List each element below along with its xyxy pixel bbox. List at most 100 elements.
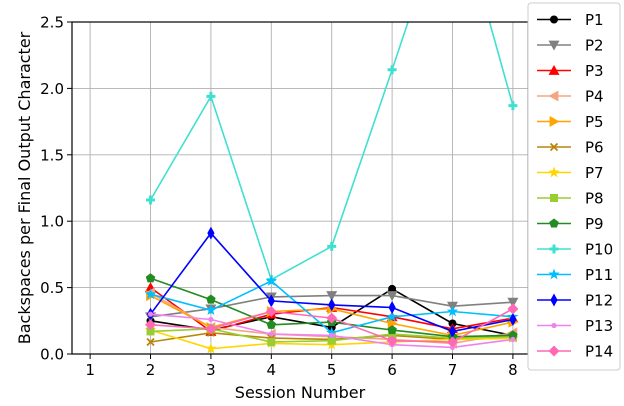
legend-entry-p2: P2 <box>537 37 604 55</box>
x-tick-label: 8 <box>508 361 518 379</box>
data-point-p13 <box>147 311 154 317</box>
legend-entry-p11: P11 <box>537 266 613 284</box>
y-tick-label: 1.0 <box>40 213 64 231</box>
legend-marker-p8 <box>550 194 558 202</box>
legend-entry-p12: P12 <box>537 292 613 310</box>
data-point-p9 <box>387 325 397 335</box>
plot-frame <box>71 21 529 355</box>
legend-entry-p5: P5 <box>537 113 604 131</box>
axis-ticks: 1 2 3 4 5 6 7 8 0.0 0.5 1.0 1.5 2.0 2.5 <box>40 14 518 380</box>
x-tick-label: 5 <box>327 361 337 379</box>
data-point-p10 <box>508 101 518 111</box>
legend-label-p4: P4 <box>585 88 604 106</box>
data-point-p12 <box>448 324 457 338</box>
y-tick-label: 2.5 <box>40 14 64 32</box>
data-point-p2 <box>507 297 519 308</box>
legend-label-p14: P14 <box>585 343 613 361</box>
grid <box>72 21 528 355</box>
legend-marker-p12 <box>550 293 558 307</box>
data-point-p9 <box>266 319 277 329</box>
data-point-p14 <box>145 319 157 331</box>
legend-label-p3: P3 <box>585 62 604 80</box>
data-point-p12 <box>509 312 517 326</box>
legend-entry-p1: P1 <box>537 11 604 29</box>
x-axis-label: Session Number <box>235 383 366 402</box>
data-point-p9 <box>145 273 156 283</box>
legend-marker-p14 <box>548 345 560 357</box>
data-point-p9 <box>508 330 518 340</box>
legend-marker-p2 <box>548 40 560 51</box>
data-point-p12 <box>207 226 215 240</box>
legend-label-p12: P12 <box>585 292 613 310</box>
data-point-p8 <box>146 327 155 336</box>
legend-label-p7: P7 <box>585 164 604 182</box>
data-point-p10 <box>327 241 337 251</box>
data-point-p2 <box>326 291 338 302</box>
legend-marker-p6 <box>549 142 559 152</box>
data-point-p10 <box>206 91 216 101</box>
x-tick-label: 2 <box>146 361 156 379</box>
data-point-p1 <box>388 284 397 293</box>
data-point-p13 <box>268 331 274 337</box>
legend-entry-p4: P4 <box>537 88 604 106</box>
data-point-p11 <box>144 288 157 300</box>
legend-marker-p11 <box>548 268 560 280</box>
x-tick-label: 6 <box>387 361 397 379</box>
x-tick-label: 3 <box>206 361 216 379</box>
data-point-p13 <box>510 336 516 342</box>
legend-label-p10: P10 <box>585 241 613 259</box>
legend-entry-p9: P9 <box>537 215 604 233</box>
data-point-p7 <box>205 342 217 354</box>
legend-label-p5: P5 <box>585 113 604 131</box>
data-point-p11 <box>386 310 398 322</box>
legend-entry-p10: P10 <box>537 241 613 259</box>
x-tick-label: 4 <box>267 361 277 379</box>
legend-entry-p13: P13 <box>537 317 613 335</box>
legend-marker-p5 <box>549 116 560 127</box>
data-point-p12 <box>267 294 275 308</box>
legend-marker-p13 <box>551 322 557 329</box>
legend-marker-p9 <box>549 218 559 228</box>
data-point-p8 <box>327 336 336 345</box>
legend: P1 P2 P3 P4 P5 P6 P7 P8 P9 P10 P11 P12 P13 P14 <box>527 2 621 371</box>
legend-marker-p7 <box>548 166 560 178</box>
legend-label-p9: P9 <box>585 215 604 233</box>
y-tick-label: 0.0 <box>40 346 64 364</box>
legend-label-p6: P6 <box>585 139 604 157</box>
legend-frame <box>527 2 621 371</box>
data-point-p5 <box>387 317 398 329</box>
legend-marker-p1 <box>550 15 558 24</box>
y-tick-label: 1.5 <box>40 146 64 164</box>
data-point-p13 <box>208 316 214 323</box>
data-point-p6 <box>146 337 155 347</box>
data-point-p9 <box>206 294 216 304</box>
data-point-p10 <box>146 195 156 205</box>
legend-entry-p7: P7 <box>537 164 604 182</box>
x-tick-label: 7 <box>448 361 458 379</box>
series-lines <box>144 22 519 354</box>
series-p12 <box>146 226 517 338</box>
data-point-p12 <box>328 298 336 312</box>
data-point-p8 <box>267 338 276 347</box>
series-p14 <box>145 303 519 348</box>
y-axis-label: Backspaces per Final Output Character <box>15 31 34 344</box>
legend-entry-p3: P3 <box>537 62 604 80</box>
data-point-p13 <box>329 332 335 339</box>
data-point-p2 <box>386 291 398 302</box>
data-point-p14 <box>507 303 519 315</box>
legend-marker-p4 <box>548 90 559 102</box>
data-point-p11 <box>205 304 217 316</box>
legend-label-p13: P13 <box>585 317 613 335</box>
data-point-p14 <box>447 336 459 348</box>
y-tick-label: 2.0 <box>40 80 64 98</box>
data-point-p11 <box>326 326 338 338</box>
data-point-p14 <box>386 335 398 347</box>
x-tick-label: 1 <box>85 361 95 379</box>
legend-entry-p8: P8 <box>537 190 604 208</box>
legend-entry-p14: P14 <box>537 343 613 361</box>
legend-label-p2: P2 <box>585 37 604 55</box>
data-point-p11 <box>446 305 459 317</box>
data-point-p11 <box>265 274 278 286</box>
legend-label-p1: P1 <box>585 11 604 29</box>
